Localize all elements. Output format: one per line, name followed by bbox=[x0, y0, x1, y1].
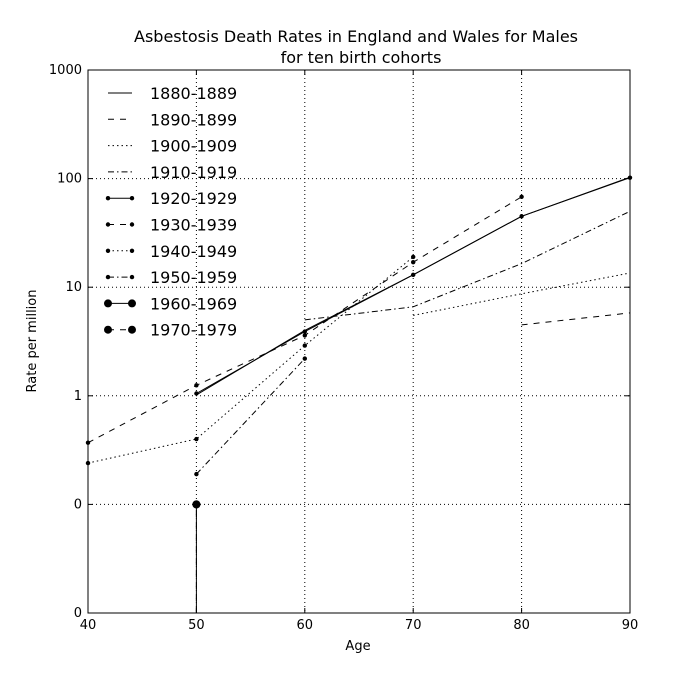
data-point bbox=[302, 329, 307, 334]
legend-entry: 1910-1919 bbox=[108, 163, 237, 182]
series-1900-1909 bbox=[413, 272, 631, 316]
legend-marker bbox=[129, 222, 135, 227]
legend-entry: 1930-1939 bbox=[105, 216, 237, 235]
legend-label: 1900-1909 bbox=[150, 137, 237, 156]
y-tick-label: 100 bbox=[57, 172, 82, 187]
x-axis-label: Age bbox=[345, 639, 370, 654]
y-tick-label: 10 bbox=[65, 280, 82, 295]
legend-entry: 1970-1979 bbox=[104, 321, 237, 340]
legend-marker bbox=[129, 248, 135, 253]
data-point bbox=[192, 500, 201, 509]
x-tick-label: 60 bbox=[297, 618, 314, 633]
legend-label: 1910-1919 bbox=[150, 163, 237, 182]
series-1950-1959 bbox=[194, 356, 307, 477]
legend-entry: 1940-1949 bbox=[105, 242, 237, 261]
legend-label: 1930-1939 bbox=[150, 216, 237, 235]
y-tick-label: 0 bbox=[74, 497, 82, 512]
plot-frame bbox=[87, 69, 631, 614]
x-tick-label: 80 bbox=[513, 618, 530, 633]
legend: 1880-1889 1890-1899 1900-1909 1910-1919 1920… bbox=[104, 84, 237, 340]
data-point bbox=[194, 471, 199, 477]
y-axis-label: Rate per million bbox=[25, 290, 40, 393]
x-tick-label: 90 bbox=[622, 618, 639, 633]
legend-marker bbox=[104, 325, 112, 334]
legend-marker bbox=[105, 248, 111, 253]
data-point bbox=[411, 254, 416, 260]
legend-entry: 1960-1969 bbox=[104, 294, 237, 313]
legend-label: 1880-1889 bbox=[150, 84, 237, 103]
data-point bbox=[302, 356, 307, 361]
legend-marker bbox=[105, 196, 111, 201]
data-point bbox=[194, 383, 199, 388]
series-line bbox=[413, 272, 631, 316]
legend-entry: 1900-1909 bbox=[108, 137, 237, 156]
legend-marker bbox=[128, 299, 136, 308]
legend-entry: 1920-1929 bbox=[105, 189, 237, 208]
legend-marker bbox=[128, 325, 136, 334]
data-point bbox=[411, 259, 416, 265]
axis-ticks: 40 50 60 70 80 90 0 0 1 10 100 1000 bbox=[49, 63, 638, 633]
legend-marker bbox=[105, 222, 111, 227]
legend-entry: 1950-1959 bbox=[105, 268, 237, 287]
legend-marker bbox=[129, 274, 135, 280]
series-line bbox=[304, 210, 631, 321]
y-tick-label: 1000 bbox=[49, 63, 82, 78]
legend-marker bbox=[104, 299, 112, 308]
legend-label: 1950-1959 bbox=[150, 268, 237, 287]
data-point bbox=[194, 436, 199, 442]
legend-marker bbox=[105, 274, 111, 280]
legend-label: 1890-1899 bbox=[150, 110, 237, 129]
series-1970-1979 bbox=[192, 500, 201, 613]
legend-entry: 1890-1899 bbox=[108, 110, 237, 129]
data-point bbox=[194, 391, 199, 396]
y-tick-label: 1 bbox=[74, 389, 82, 404]
legend-label: 1940-1949 bbox=[150, 242, 237, 261]
series-line bbox=[87, 256, 414, 464]
legend-entry: 1880-1889 bbox=[108, 84, 237, 103]
x-tick-label: 40 bbox=[80, 618, 97, 633]
chart-title-line-2: for ten birth cohorts bbox=[281, 48, 442, 67]
data-point bbox=[411, 272, 416, 278]
chart-title-line-1: Asbestosis Death Rates in England and Wa… bbox=[134, 27, 578, 46]
legend-label: 1920-1929 bbox=[150, 189, 237, 208]
data-point bbox=[519, 194, 524, 199]
series-1940-1949 bbox=[85, 254, 416, 466]
data-point bbox=[302, 343, 307, 348]
legend-label: 1970-1979 bbox=[150, 321, 237, 340]
legend-label: 1960-1969 bbox=[150, 294, 237, 313]
y-tick-label: 0 bbox=[74, 606, 82, 621]
x-tick-label: 70 bbox=[405, 618, 422, 633]
x-tick-label: 50 bbox=[188, 618, 205, 633]
series-1910-1919 bbox=[304, 210, 631, 321]
legend-marker bbox=[129, 196, 135, 201]
data-point bbox=[519, 214, 524, 219]
data-point bbox=[302, 333, 307, 338]
